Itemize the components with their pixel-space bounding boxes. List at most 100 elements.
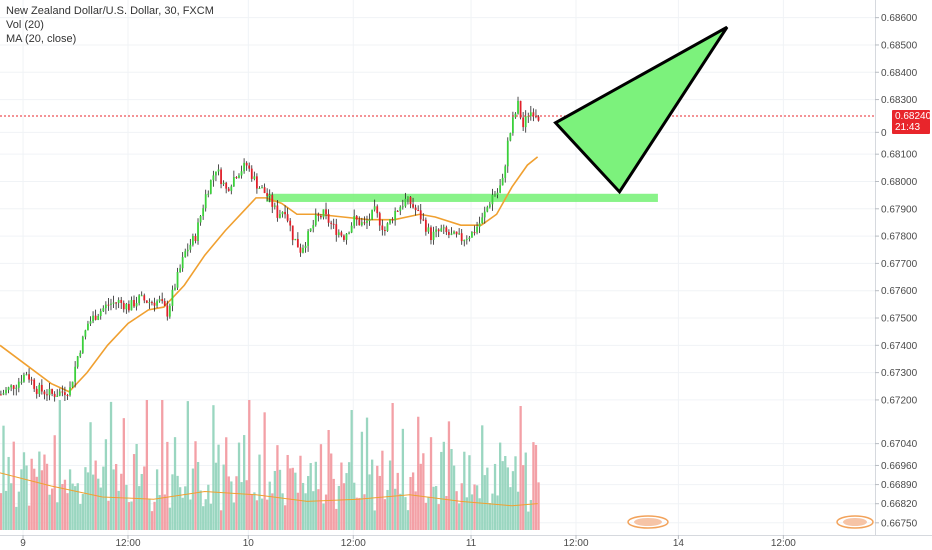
volume-bar-down (537, 482, 540, 530)
volume-bar-down (120, 473, 123, 530)
volume-bar-up (214, 462, 218, 530)
volume-bar-down (122, 418, 125, 530)
volume-bar-down (424, 502, 428, 530)
volume-bar-up (294, 472, 297, 530)
candle-up (87, 323, 89, 331)
volume-bar-up (202, 506, 205, 530)
volume-bar-up (68, 469, 72, 530)
volume-bar-up (470, 494, 474, 530)
volume-bar-up (509, 487, 512, 530)
candle-up (138, 295, 141, 304)
volume-bar-up (504, 456, 507, 530)
volume-bars (0, 400, 540, 530)
volume-bar-down (417, 416, 420, 530)
candle-up (394, 210, 397, 221)
candle-up (450, 233, 453, 235)
candle-down (163, 301, 166, 306)
volume-bar-up (125, 484, 128, 530)
candle-down (532, 112, 535, 116)
volume-bar-down (225, 437, 228, 530)
candle-up (184, 251, 187, 258)
y-tick-label: 0.67700 (881, 259, 918, 270)
event-marker-icon[interactable] (836, 515, 874, 529)
candle-up (524, 116, 527, 128)
volume-bar-up (260, 498, 264, 530)
volume-bar-up (404, 497, 407, 530)
candle-down (335, 224, 338, 235)
candle-up (130, 300, 133, 311)
candle-down (445, 227, 448, 233)
candle-up (442, 227, 445, 229)
event-marker-icon[interactable] (627, 515, 669, 529)
volume-bar-up (475, 485, 479, 530)
volume-bar-up (278, 469, 282, 530)
volume-bar-down (445, 496, 448, 530)
volume-bar-up (176, 475, 179, 530)
price-axis[interactable]: 0.68600 0.68500 0.68400 0.68300 0 0.68100 0.68… (875, 13, 918, 529)
candle-down (340, 232, 343, 236)
volume-bar-up (394, 488, 397, 530)
candle-down (143, 295, 146, 301)
candle-up (465, 238, 468, 240)
volume-bar-up (491, 493, 494, 530)
candle-down (519, 100, 522, 118)
candle-down (430, 227, 432, 241)
candle-down (235, 177, 238, 179)
triangle-drawing[interactable] (553, 25, 729, 195)
volume-bar-down (161, 400, 164, 530)
x-tick-label: 11 (466, 538, 477, 549)
volume-bar-down (296, 492, 300, 530)
volume-bar-down (163, 494, 166, 530)
symbol-title[interactable]: New Zealand Dollar/U.S. Dollar, 30, FXCM (6, 5, 214, 17)
volume-bar-down (35, 476, 38, 530)
candle-up (189, 244, 192, 250)
candle-down (33, 379, 36, 389)
candle-up (453, 231, 455, 234)
candle-up (458, 233, 461, 235)
price-tag-bg (892, 109, 930, 134)
candle-down (414, 207, 417, 211)
y-tick-label: 0.67500 (881, 314, 918, 325)
candle-down (145, 300, 148, 303)
candle-down (0, 394, 2, 396)
volume-bar-down (358, 497, 361, 530)
candle-down (417, 210, 420, 212)
support-zone[interactable] (266, 193, 658, 202)
candle-down (391, 219, 394, 221)
time-axis[interactable]: 9 12:00 10 12:00 11 12:00 14 12:00 (20, 535, 796, 549)
volume-bar-down (115, 464, 118, 530)
volume-bar-down (317, 489, 320, 530)
candle-down (133, 300, 135, 307)
candle-up (360, 222, 363, 226)
candle-up (529, 112, 532, 117)
candle-up (209, 180, 212, 194)
y-tick-label: 0.66820 (881, 499, 918, 510)
volume-bar-up (350, 410, 353, 530)
candle-up (294, 238, 297, 241)
volume-bar-up (527, 511, 530, 530)
candle-down (376, 206, 379, 214)
candle-up (517, 100, 519, 114)
candle-up (432, 231, 435, 241)
candle-up (158, 299, 161, 302)
volume-bar-up (209, 503, 213, 530)
candle-down (115, 302, 117, 304)
candle-up (171, 289, 174, 306)
volume-bar-up (478, 498, 481, 530)
volume-bar-up (196, 462, 200, 530)
ma-indicator-label[interactable]: MA (20, close) (6, 33, 77, 45)
candle-up (512, 117, 514, 134)
volume-bar-up (84, 467, 87, 530)
volume-bar-up (493, 463, 497, 530)
candle-up (427, 227, 430, 232)
candle-up (302, 247, 304, 253)
candle-up (281, 211, 284, 215)
volume-indicator-label[interactable]: Vol (20) (6, 19, 44, 31)
candle-down (473, 232, 476, 234)
candle-up (348, 232, 350, 234)
candle-up (401, 206, 404, 208)
candle-down (343, 235, 345, 240)
volume-bar-up (212, 405, 215, 530)
volume-bar-up (496, 495, 499, 530)
